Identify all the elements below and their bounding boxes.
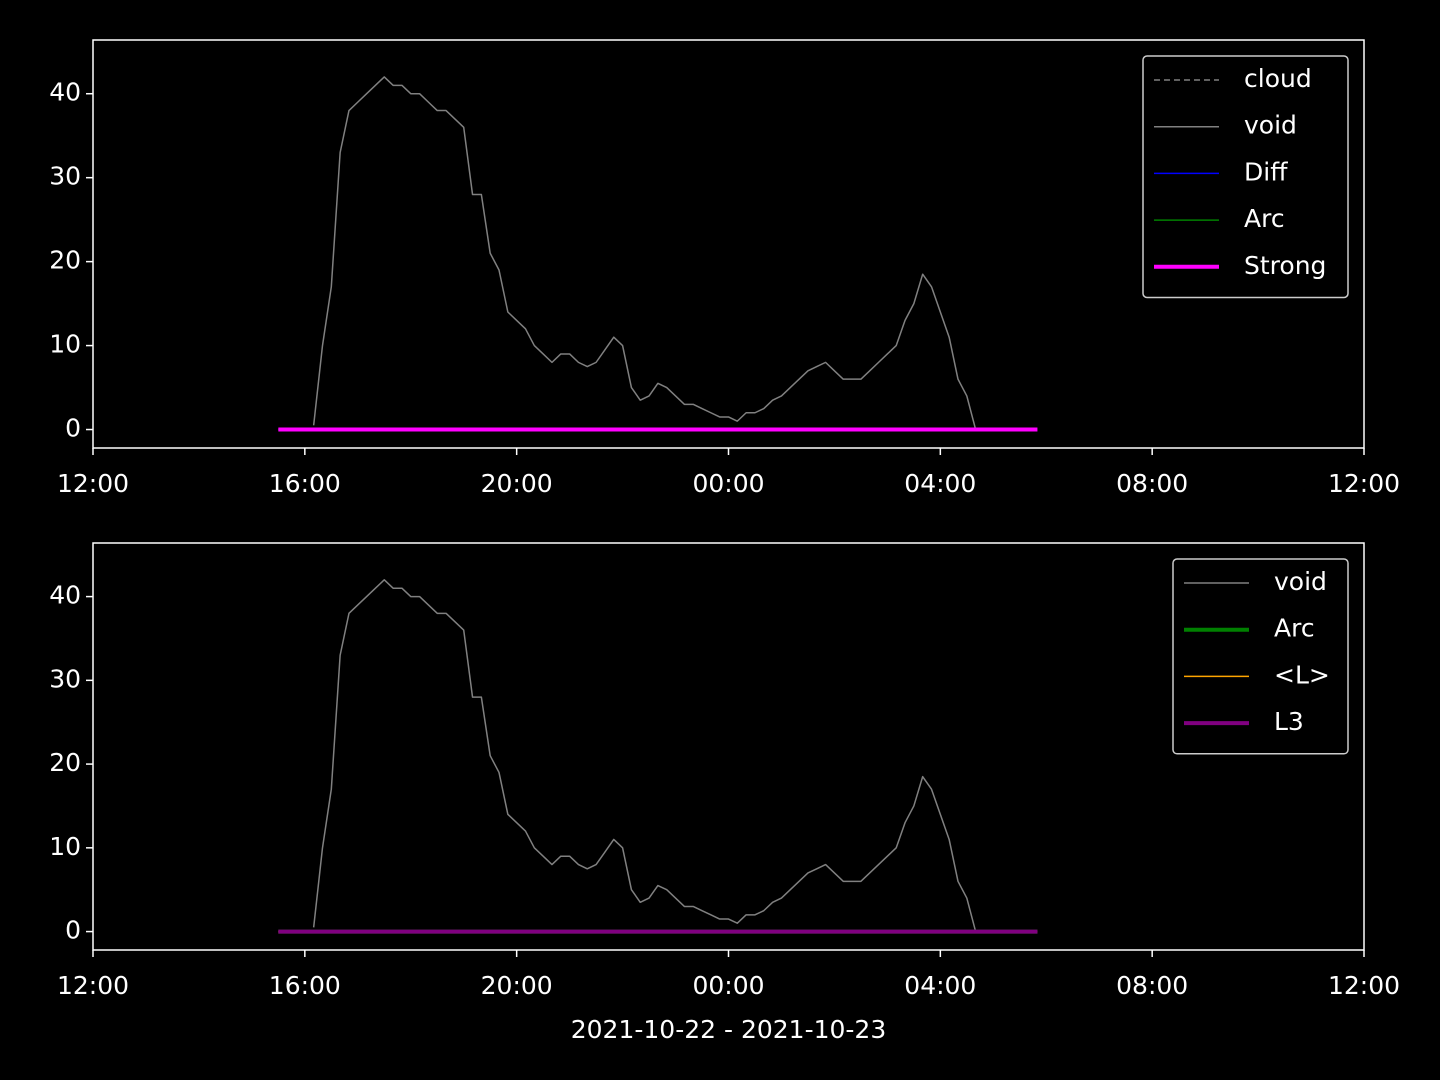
x-tick-label: 16:00 bbox=[269, 469, 341, 498]
y-tick-label: 20 bbox=[49, 246, 81, 275]
y-tick-label: 10 bbox=[49, 330, 81, 359]
x-tick-label: 16:00 bbox=[269, 971, 341, 1000]
x-tick-label: 08:00 bbox=[1116, 469, 1188, 498]
x-tick-label: 12:00 bbox=[1328, 971, 1400, 1000]
legend-label: Arc bbox=[1274, 614, 1315, 643]
x-tick-label: 20:00 bbox=[481, 469, 553, 498]
legend-label: <L> bbox=[1274, 660, 1330, 689]
legend: void Arc <L> L3 bbox=[1172, 558, 1349, 755]
y-tick-label: 10 bbox=[49, 832, 81, 861]
x-tick-label: 04:00 bbox=[904, 971, 976, 1000]
legend-label: Diff bbox=[1244, 157, 1288, 186]
x-tick-label: 12:00 bbox=[1328, 469, 1400, 498]
y-tick-label: 40 bbox=[49, 78, 81, 107]
legend: cloud void Diff Arc Strong bbox=[1142, 55, 1349, 299]
x-tick-label: 08:00 bbox=[1116, 971, 1188, 1000]
x-tick-label: 12:00 bbox=[57, 971, 129, 1000]
x-tick-label: 00:00 bbox=[692, 469, 764, 498]
legend-label: void bbox=[1274, 567, 1327, 596]
legend-label: L3 bbox=[1274, 707, 1304, 736]
y-tick-label: 40 bbox=[49, 581, 81, 610]
legend-label: void bbox=[1244, 111, 1297, 140]
axes-frame bbox=[92, 39, 1365, 449]
legend-label: Arc bbox=[1244, 204, 1285, 233]
legend-frame bbox=[1142, 55, 1349, 299]
y-tick-label: 30 bbox=[49, 162, 81, 191]
y-tick-label: 20 bbox=[49, 748, 81, 777]
x-tick-label: 00:00 bbox=[692, 971, 764, 1000]
x-tick-label: 12:00 bbox=[57, 469, 129, 498]
y-tick-label: 0 bbox=[65, 916, 81, 945]
x-axis-label: 2021-10-22 - 2021-10-23 bbox=[571, 1015, 887, 1044]
legend-label: Strong bbox=[1244, 251, 1326, 280]
series-line bbox=[312, 579, 977, 932]
legend-frame bbox=[1172, 558, 1349, 755]
axes: 0 10 20 30 40 12:00 16:00 20:00 00:00 04:00 08:00 1… bbox=[49, 581, 1400, 1044]
axes: 0 10 20 30 40 12:00 16:00 20:00 00:00 04:00 08:00 1… bbox=[49, 78, 1400, 498]
series-line bbox=[312, 76, 977, 430]
x-tick-label: 20:00 bbox=[481, 971, 553, 1000]
y-tick-label: 30 bbox=[49, 664, 81, 693]
legend-label: cloud bbox=[1244, 64, 1312, 93]
axes-frame bbox=[92, 542, 1365, 951]
y-tick-label: 0 bbox=[65, 414, 81, 443]
x-tick-label: 04:00 bbox=[904, 469, 976, 498]
